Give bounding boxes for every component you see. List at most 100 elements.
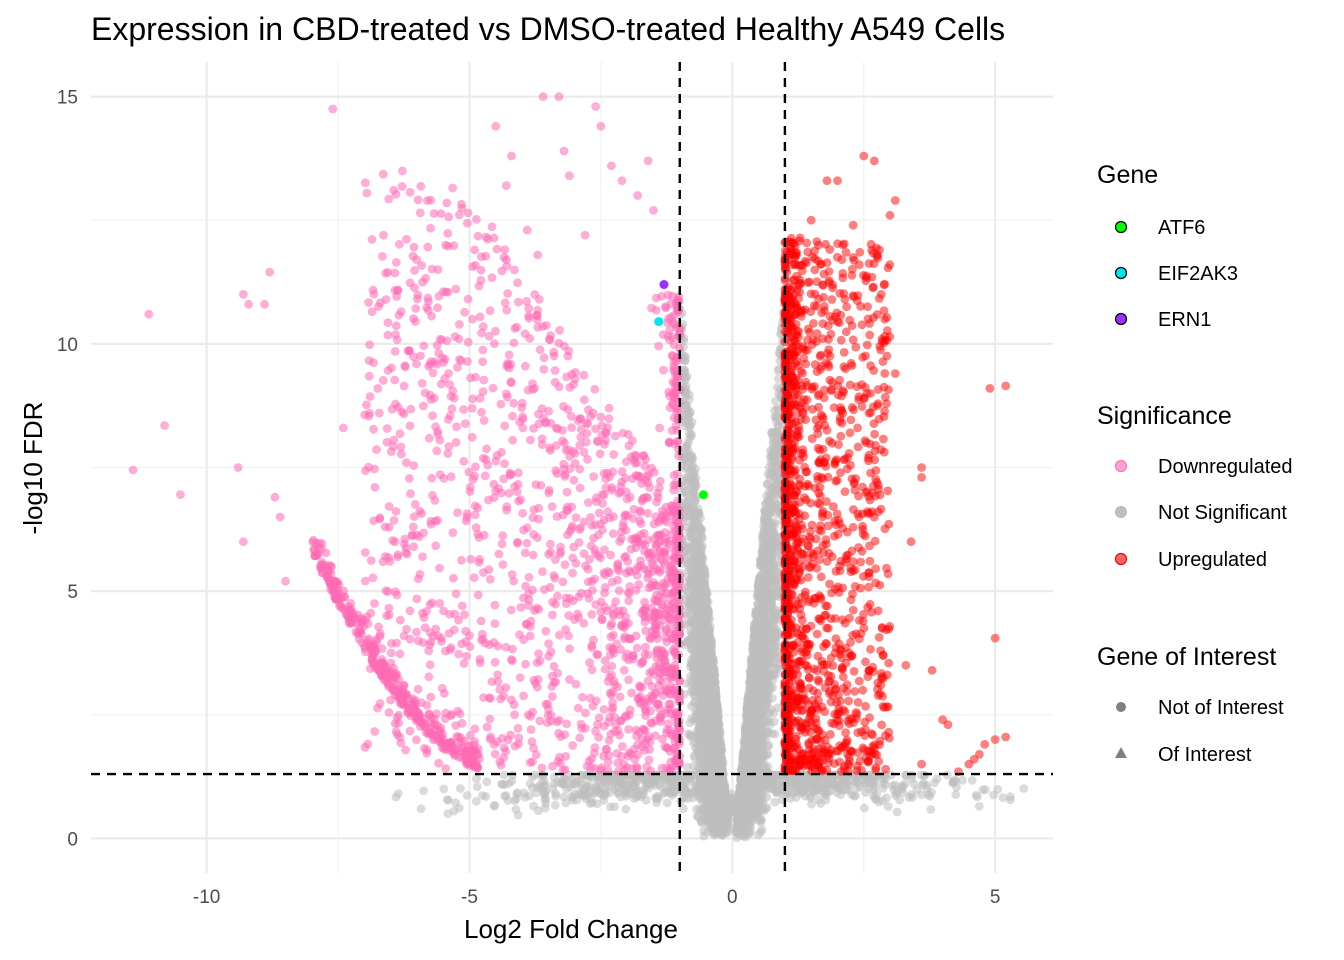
point-downregulated bbox=[661, 302, 670, 311]
point-not-significant bbox=[772, 638, 781, 648]
point-not-significant bbox=[757, 699, 767, 709]
point-not-significant bbox=[697, 544, 707, 553]
point-not-significant bbox=[462, 791, 472, 800]
point-not-significant bbox=[746, 656, 756, 665]
point-not-significant bbox=[749, 632, 759, 642]
point-not-significant bbox=[764, 603, 773, 613]
point-not-significant bbox=[540, 789, 550, 799]
point-not-significant bbox=[691, 496, 700, 506]
point-not-significant bbox=[549, 779, 559, 789]
point-not-significant bbox=[890, 780, 900, 790]
point-not-significant bbox=[895, 795, 904, 805]
point-not-significant bbox=[707, 756, 717, 766]
point-not-significant bbox=[926, 805, 936, 814]
point-downregulated bbox=[667, 426, 677, 435]
point-not-significant bbox=[627, 775, 637, 785]
point-downregulated bbox=[655, 423, 664, 433]
point-not-significant bbox=[685, 429, 694, 438]
point-not-significant bbox=[801, 782, 810, 792]
point-not-significant bbox=[753, 599, 763, 609]
point-not-significant bbox=[762, 517, 772, 527]
point-not-significant bbox=[760, 761, 770, 771]
point-not-significant bbox=[709, 665, 719, 674]
point-downregulated bbox=[673, 307, 683, 316]
point-not-significant bbox=[838, 775, 847, 785]
point-not-significant bbox=[612, 788, 622, 797]
point-not-significant bbox=[529, 801, 538, 811]
point-not-significant bbox=[998, 793, 1008, 803]
point-not-significant bbox=[391, 792, 401, 802]
point-not-significant bbox=[981, 785, 990, 795]
point-not-significant bbox=[755, 580, 764, 590]
point-not-significant bbox=[482, 777, 492, 787]
point-not-significant bbox=[742, 742, 752, 752]
point-not-significant bbox=[700, 614, 709, 624]
point-not-significant bbox=[772, 462, 782, 472]
chart-title: Expression in CBD-treated vs DMSO-treate… bbox=[91, 11, 1005, 47]
point-not-significant bbox=[764, 540, 773, 550]
point-not-significant bbox=[621, 786, 631, 796]
point-not-significant bbox=[666, 786, 676, 796]
point-not-significant bbox=[580, 785, 590, 794]
point-not-significant bbox=[880, 779, 890, 789]
point-not-significant bbox=[687, 451, 697, 461]
point-not-significant bbox=[752, 735, 761, 745]
point-not-significant bbox=[605, 802, 615, 812]
point-not-significant bbox=[768, 502, 778, 512]
point-not-significant bbox=[698, 698, 708, 707]
point-not-significant bbox=[762, 479, 772, 489]
point-not-significant bbox=[755, 620, 765, 630]
point-not-significant bbox=[692, 679, 702, 689]
point-downregulated bbox=[663, 318, 672, 327]
point-not-significant bbox=[636, 792, 646, 802]
point-not-significant bbox=[762, 491, 771, 501]
point-not-significant bbox=[694, 586, 703, 596]
point-not-significant bbox=[699, 580, 709, 589]
point-not-significant bbox=[726, 800, 736, 810]
point-not-significant bbox=[700, 567, 710, 576]
point-not-significant bbox=[744, 795, 753, 805]
point-not-significant bbox=[912, 785, 922, 795]
point-not-significant bbox=[443, 809, 453, 818]
point-not-significant bbox=[694, 605, 703, 615]
point-not-significant bbox=[696, 757, 705, 767]
point-not-significant bbox=[736, 826, 746, 836]
point-not-significant bbox=[478, 791, 487, 800]
point-not-significant bbox=[754, 751, 764, 761]
point-not-significant bbox=[771, 416, 781, 426]
point-not-significant bbox=[743, 698, 752, 708]
point-not-significant bbox=[539, 781, 549, 791]
point-not-significant bbox=[683, 561, 692, 570]
point-not-significant bbox=[793, 786, 803, 796]
point-not-significant bbox=[705, 747, 715, 757]
point-not-significant bbox=[989, 790, 998, 800]
point-not-significant bbox=[693, 729, 702, 739]
point-not-significant bbox=[699, 831, 709, 841]
point-not-significant bbox=[512, 789, 522, 799]
point-not-significant bbox=[836, 790, 846, 800]
point-not-significant bbox=[561, 798, 571, 808]
point-not-significant bbox=[592, 785, 601, 795]
point-not-significant bbox=[655, 780, 665, 789]
point-not-significant bbox=[1006, 795, 1015, 805]
point-not-significant bbox=[652, 798, 661, 808]
point-not-significant bbox=[757, 825, 767, 834]
point-not-significant bbox=[621, 804, 631, 814]
point-not-significant bbox=[750, 642, 759, 651]
point-not-significant bbox=[766, 578, 776, 587]
point-not-significant bbox=[692, 804, 701, 814]
point-not-significant bbox=[973, 792, 982, 802]
point-not-significant bbox=[756, 721, 766, 731]
point-not-significant bbox=[757, 561, 766, 570]
point-not-significant bbox=[747, 676, 757, 685]
point-not-significant bbox=[770, 626, 780, 635]
point-downregulated bbox=[669, 340, 679, 350]
point-downregulated bbox=[654, 341, 663, 351]
point-not-significant bbox=[892, 807, 902, 817]
point-not-significant bbox=[709, 707, 719, 717]
point-not-significant bbox=[974, 802, 984, 811]
point-not-significant bbox=[419, 786, 428, 796]
point-not-significant bbox=[708, 691, 718, 701]
point-not-significant bbox=[923, 790, 933, 800]
point-not-significant bbox=[550, 800, 560, 810]
